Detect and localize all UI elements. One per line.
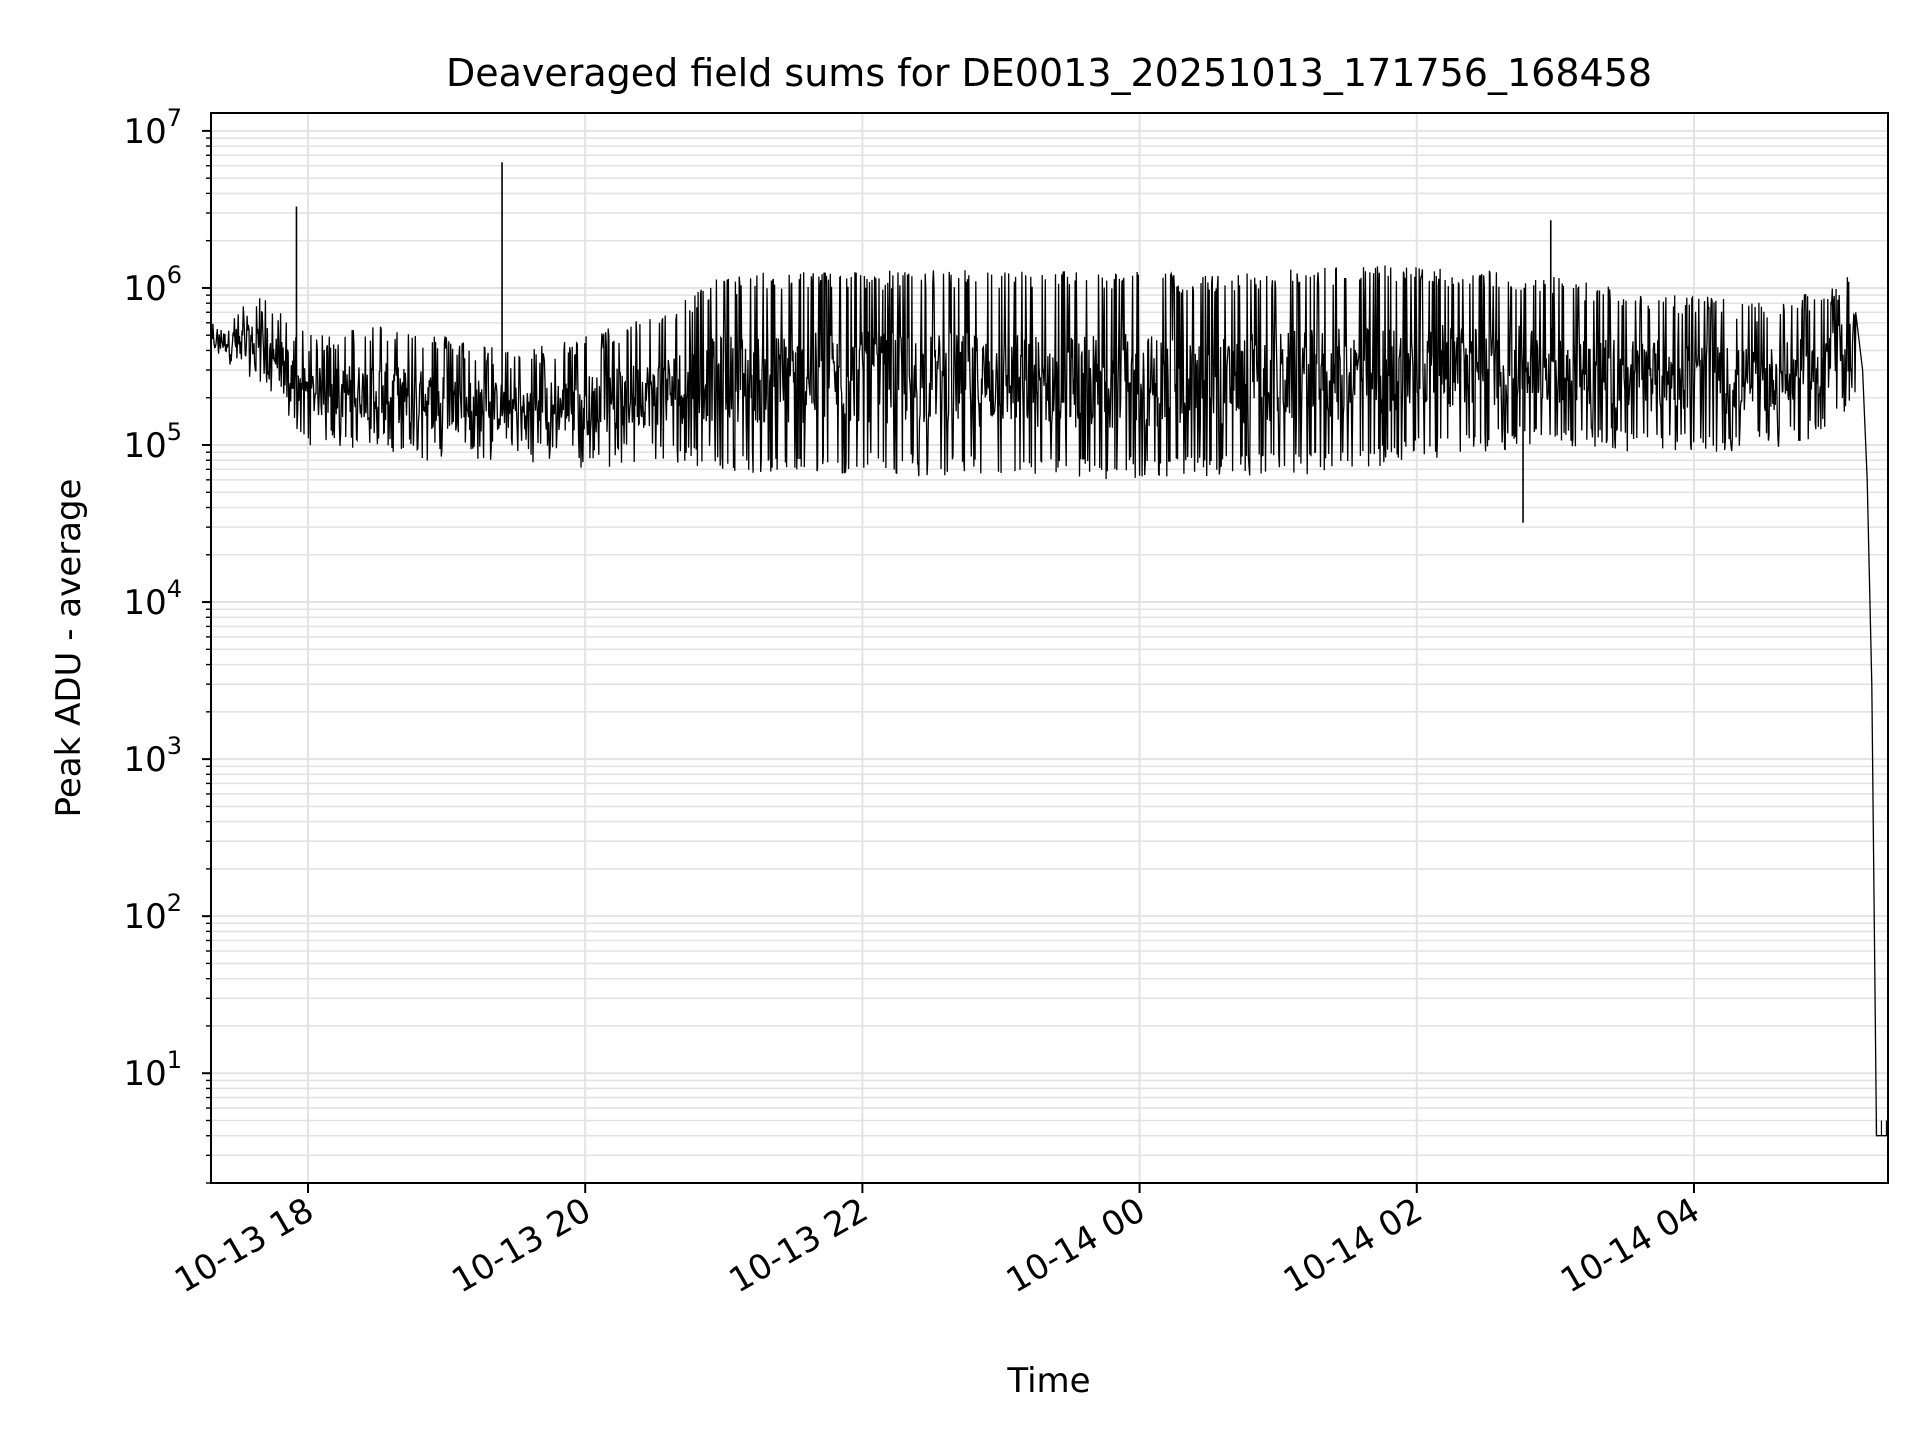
series-line bbox=[210, 265, 1888, 1137]
y-tick-label: 105 bbox=[123, 418, 182, 466]
data-series bbox=[210, 162, 1888, 1137]
y-tick-label: 104 bbox=[123, 575, 182, 623]
y-axis-label: Peak ADU - average bbox=[49, 479, 89, 818]
y-tick-label: 101 bbox=[123, 1046, 182, 1094]
plot-frame bbox=[210, 112, 1889, 1184]
grid bbox=[211, 113, 1888, 1184]
chart-title: Deaveraged field sums for DE0013_2025101… bbox=[446, 51, 1652, 95]
y-tick-label: 106 bbox=[123, 261, 182, 309]
y-tick-label: 107 bbox=[123, 104, 182, 152]
y-tick-label: 102 bbox=[123, 889, 182, 937]
y-tick-label: 103 bbox=[123, 732, 182, 780]
x-axis-label: Time bbox=[1006, 1361, 1090, 1401]
